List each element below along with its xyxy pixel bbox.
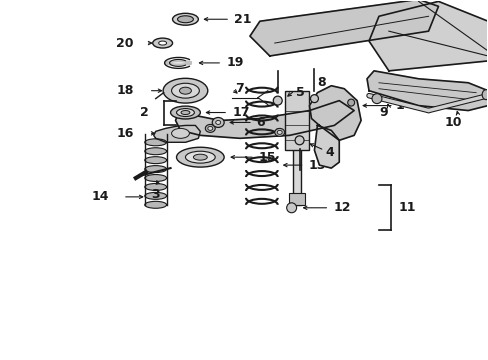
Text: 14: 14 [91, 190, 109, 203]
Ellipse shape [163, 78, 207, 103]
Bar [292, 121, 300, 205]
Text: 17: 17 [232, 106, 249, 119]
Ellipse shape [371, 94, 381, 104]
Text: 1: 1 [395, 99, 404, 112]
Text: 5: 5 [295, 86, 304, 99]
Text: 7: 7 [235, 82, 244, 95]
Ellipse shape [347, 99, 354, 106]
Ellipse shape [144, 192, 166, 199]
Ellipse shape [207, 126, 212, 130]
Ellipse shape [294, 136, 304, 145]
Ellipse shape [158, 41, 166, 45]
Ellipse shape [274, 129, 284, 136]
Polygon shape [164, 60, 191, 65]
Text: 19: 19 [225, 57, 243, 69]
Ellipse shape [273, 96, 282, 105]
Ellipse shape [144, 184, 166, 190]
Ellipse shape [481, 90, 488, 100]
Ellipse shape [171, 129, 189, 138]
Text: 4: 4 [325, 146, 333, 159]
Ellipse shape [212, 117, 224, 127]
Ellipse shape [144, 166, 166, 172]
Polygon shape [175, 100, 353, 138]
Ellipse shape [215, 121, 220, 125]
Ellipse shape [177, 16, 193, 23]
Ellipse shape [170, 106, 200, 119]
Text: 18: 18 [116, 84, 134, 97]
Text: 10: 10 [444, 116, 461, 129]
Text: 21: 21 [234, 13, 251, 26]
Ellipse shape [193, 154, 207, 160]
Ellipse shape [181, 111, 189, 114]
Text: 20: 20 [116, 37, 134, 50]
Text: 15: 15 [258, 151, 276, 164]
Ellipse shape [144, 175, 166, 181]
Text: 8: 8 [317, 76, 325, 89]
Polygon shape [309, 86, 360, 140]
Text: 13: 13 [308, 159, 325, 172]
Ellipse shape [144, 201, 166, 208]
Ellipse shape [144, 139, 166, 146]
Ellipse shape [286, 203, 296, 213]
Ellipse shape [172, 13, 198, 25]
Bar [288, 193, 304, 205]
Polygon shape [368, 1, 487, 71]
Text: 12: 12 [333, 201, 350, 214]
Ellipse shape [144, 148, 166, 155]
Text: 11: 11 [398, 201, 415, 214]
Ellipse shape [176, 109, 194, 117]
Polygon shape [366, 71, 488, 111]
Ellipse shape [185, 151, 215, 163]
Polygon shape [314, 125, 339, 168]
Text: 9: 9 [379, 106, 387, 119]
Polygon shape [153, 125, 200, 142]
Polygon shape [249, 0, 438, 56]
Ellipse shape [144, 157, 166, 164]
Ellipse shape [310, 95, 318, 103]
Text: 2: 2 [140, 106, 148, 119]
Text: 16: 16 [116, 127, 134, 140]
Ellipse shape [277, 130, 282, 134]
Text: 3: 3 [151, 188, 160, 201]
Ellipse shape [179, 87, 191, 94]
Ellipse shape [176, 147, 224, 167]
Ellipse shape [171, 83, 199, 98]
Ellipse shape [205, 125, 215, 132]
Ellipse shape [152, 38, 172, 48]
Text: 6: 6 [255, 116, 264, 129]
Bar [284, 91, 308, 150]
